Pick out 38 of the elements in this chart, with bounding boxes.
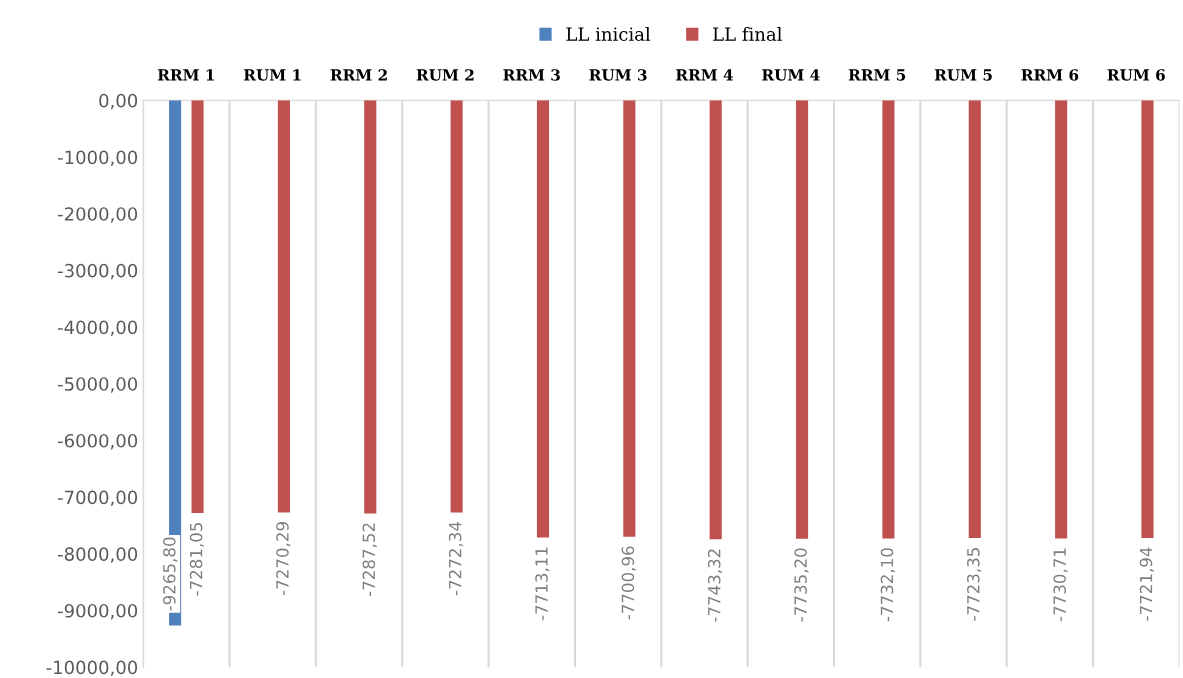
data-label: -7287,52 xyxy=(362,523,377,597)
y-tick-label: -9000,00 xyxy=(57,603,138,620)
x-tick-label: RUM 1 xyxy=(243,69,301,81)
data-label: -7281,05 xyxy=(189,523,205,596)
x-tick-label: RRM 1 xyxy=(157,69,214,81)
data-label: -9265,80 xyxy=(163,537,178,611)
y-tick-label: -2000,00 xyxy=(57,207,138,223)
y-tick-label: -3000,00 xyxy=(57,263,138,280)
x-tick-label: RUM 6 xyxy=(1107,69,1165,81)
legend-label: LL final xyxy=(713,26,782,41)
y-tick-label: -10000,00 xyxy=(46,660,138,677)
y-tick-label: -5000,00 xyxy=(57,377,138,393)
data-label: -7723,35 xyxy=(967,548,982,621)
y-tick-label: 0,00 xyxy=(99,93,138,110)
data-label: -7735,20 xyxy=(794,548,809,622)
y-tick-label: -6000,00 xyxy=(57,433,138,450)
data-label: -7713,11 xyxy=(535,547,550,621)
data-label: -7272,34 xyxy=(448,521,464,596)
data-label: -7730,71 xyxy=(1053,548,1068,622)
y-tick-label: -7000,00 xyxy=(57,490,138,507)
data-label: -7743,32 xyxy=(707,549,723,622)
x-tick-label: RRM 2 xyxy=(330,69,387,81)
y-tick-label: -4000,00 xyxy=(57,320,138,337)
x-tick-label: RUM 5 xyxy=(934,69,992,81)
legend-label: LL inicial xyxy=(566,26,651,41)
x-tick-label: RRM 5 xyxy=(848,69,906,81)
x-tick-label: RUM 4 xyxy=(762,69,820,81)
x-tick-label: RRM 3 xyxy=(503,69,560,81)
y-tick-label: -1000,00 xyxy=(57,150,138,166)
data-label: -7732,10 xyxy=(880,548,895,622)
x-tick-label: RRM 6 xyxy=(1021,69,1079,81)
x-tick-label: RUM 3 xyxy=(589,69,647,81)
data-label: -7700,96 xyxy=(621,546,636,620)
y-tick-label: -8000,00 xyxy=(57,547,138,563)
x-tick-label: RRM 4 xyxy=(676,69,733,81)
x-tick-label: RUM 2 xyxy=(416,69,474,81)
data-label: -7270,29 xyxy=(276,522,291,596)
data-label: -7721,94 xyxy=(1139,547,1155,621)
